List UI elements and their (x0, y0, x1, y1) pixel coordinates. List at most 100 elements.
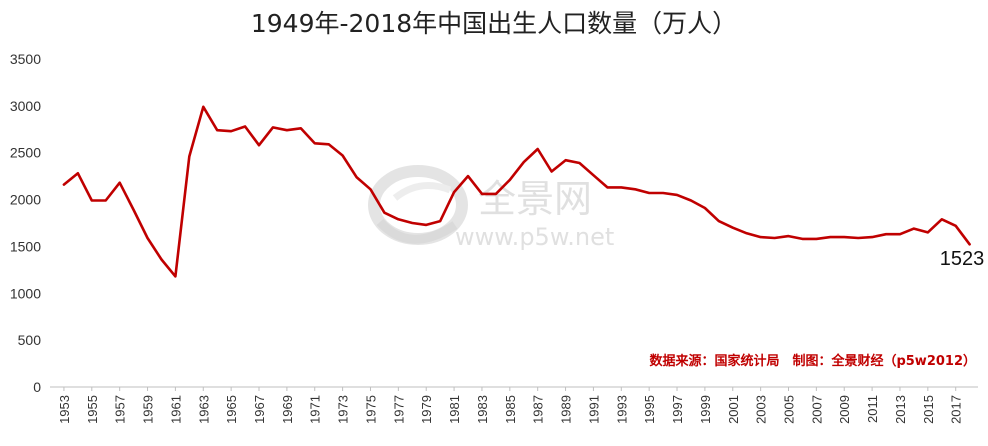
data-point (704, 207, 706, 209)
watermark-brand: 全景网 (478, 177, 592, 221)
data-point (383, 212, 385, 214)
data-point (216, 129, 218, 131)
data-point (425, 224, 427, 226)
x-tick-label: 1975 (363, 395, 378, 424)
data-point (578, 162, 580, 164)
data-point (495, 193, 497, 195)
x-tick-label: 2001 (726, 395, 741, 424)
data-point (941, 218, 943, 220)
data-point (105, 199, 107, 201)
data-point (773, 237, 775, 239)
data-point (787, 235, 789, 237)
data-point (968, 243, 970, 245)
data-point (174, 275, 176, 277)
x-tick-label: 1999 (698, 395, 713, 424)
data-point (509, 179, 511, 181)
data-point (676, 194, 678, 196)
data-point (564, 159, 566, 161)
data-point (871, 236, 873, 238)
data-point (453, 191, 455, 193)
watermark: 全景网 www.p5w.net (368, 165, 614, 251)
data-point (467, 175, 469, 177)
data-point (718, 220, 720, 222)
x-tick-label: 1983 (475, 395, 490, 424)
data-point (397, 218, 399, 220)
x-tick-label: 1985 (503, 395, 518, 424)
x-tick-label: 1995 (642, 395, 657, 424)
series-layer (62, 105, 971, 278)
x-tick-label: 2009 (837, 395, 852, 424)
end-value-label: 1523 (940, 248, 985, 270)
data-point (91, 199, 93, 201)
y-tick-label: 3000 (10, 98, 41, 114)
data-point (815, 238, 817, 240)
y-axis: 0 500 1000 1500 2000 2500 3000 3500 (10, 51, 41, 395)
y-tick-label: 0 (33, 379, 41, 395)
data-point (843, 236, 845, 238)
x-tick-label: 2017 (949, 395, 964, 424)
data-point (314, 142, 316, 144)
data-point (188, 155, 190, 157)
x-tick-label: 1957 (113, 395, 128, 424)
x-tick-label: 1971 (308, 395, 323, 424)
data-point (662, 192, 664, 194)
data-point (439, 220, 441, 222)
data-point (648, 192, 650, 194)
data-point (160, 258, 162, 260)
data-point (913, 227, 915, 229)
x-tick-label: 1979 (419, 395, 434, 424)
x-tick-label: 1973 (336, 395, 351, 424)
y-tick-label: 3500 (10, 51, 41, 67)
data-point (620, 186, 622, 188)
y-tick-label: 1000 (10, 285, 41, 301)
x-tick-label: 1955 (85, 395, 100, 424)
data-point (341, 154, 343, 156)
x-axis: 1953 1955 1957 1959 1961 1963 1965 1967 1969 1971… (50, 386, 978, 424)
data-point (592, 174, 594, 176)
data-point (885, 233, 887, 235)
data-point (801, 238, 803, 240)
data-point (955, 225, 957, 227)
x-tick-label: 1965 (224, 395, 239, 424)
watermark-logo (368, 165, 468, 245)
data-point (690, 199, 692, 201)
data-point (328, 143, 330, 145)
data-point (759, 236, 761, 238)
x-tick-label: 1961 (168, 395, 183, 424)
x-tick-label: 2007 (809, 395, 824, 424)
data-point (899, 233, 901, 235)
x-tick-label: 1963 (196, 395, 211, 424)
x-tick-label: 1967 (252, 395, 267, 424)
x-tick-label: 1991 (586, 395, 601, 424)
data-point (202, 106, 204, 108)
data-point (857, 237, 859, 239)
data-point (258, 144, 260, 146)
x-tick-label: 2015 (921, 395, 936, 424)
data-point (537, 148, 539, 150)
x-tick-label: 2003 (754, 395, 769, 424)
x-tick-label: 1969 (280, 395, 295, 424)
y-tick-label: 1500 (10, 238, 41, 254)
x-tick-label: 1989 (559, 395, 574, 424)
data-point (63, 183, 65, 185)
data-point (300, 127, 302, 129)
data-point (746, 232, 748, 234)
data-point (244, 125, 246, 127)
x-tick-label: 1997 (670, 395, 685, 424)
data-point (272, 126, 274, 128)
chart-title: 1949年-2018年中国出生人口数量（万人） (251, 9, 737, 38)
data-point (411, 222, 413, 224)
data-point (355, 176, 357, 178)
y-tick-label: 2500 (10, 145, 41, 161)
x-tick-label: 1953 (57, 395, 72, 424)
data-point (132, 209, 134, 211)
x-tick-label: 2011 (865, 395, 880, 423)
x-tick-label: 1977 (391, 395, 406, 424)
x-tick-label: 1993 (614, 395, 629, 424)
data-point (634, 188, 636, 190)
watermark-url: www.p5w.net (455, 223, 614, 251)
data-point (230, 130, 232, 132)
x-tick-label: 1959 (141, 395, 156, 424)
data-point (369, 188, 371, 190)
data-point (523, 161, 525, 163)
